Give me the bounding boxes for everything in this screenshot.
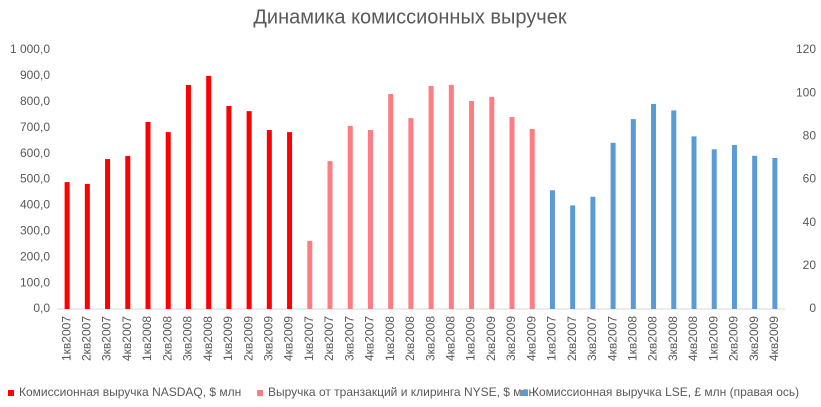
x-tick-label: 4кв2009 (282, 316, 296, 361)
x-tick-label: 1кв2009 (221, 316, 235, 361)
bar (347, 125, 353, 310)
y2-tick-label: 60 (803, 172, 817, 186)
legend-marker (8, 390, 14, 396)
bar (64, 182, 70, 309)
y2-tick-label: 120 (796, 42, 816, 56)
x-tick-label: 1кв2007 (59, 316, 73, 361)
bar (691, 136, 697, 309)
y-tick-label: 500,0 (20, 172, 50, 186)
bar (226, 105, 232, 309)
x-tick-label: 3кв2007 (100, 316, 114, 361)
bar (651, 103, 657, 309)
bar (570, 205, 576, 309)
x-tick-label: 4кв2007 (605, 316, 619, 361)
bar (448, 84, 454, 309)
y-tick-label: 800,0 (20, 94, 50, 108)
x-tick-label: 4кв2008 (444, 316, 458, 361)
bar (206, 75, 212, 310)
x-tick-label: 2кв2008 (160, 316, 174, 361)
x-tick-label: 1кв2007 (545, 316, 559, 361)
chart-title: Динамика комиссионных выручек (253, 6, 566, 28)
bar (772, 157, 778, 309)
bar (610, 142, 616, 309)
x-tick-label: 2кв2009 (727, 316, 741, 361)
x-tick-label: 4кв2007 (363, 316, 377, 361)
x-tick-label: 1кв2008 (140, 316, 154, 361)
legend-marker (521, 390, 527, 396)
bar (731, 144, 737, 309)
y-tick-label: 400,0 (20, 198, 50, 212)
bar (185, 84, 191, 309)
x-tick-label: 3кв2007 (342, 316, 356, 361)
legend-label: Комиссионная выручка LSE, £ млн (правая … (532, 385, 799, 399)
y-tick-label: 300,0 (20, 223, 50, 237)
y-tick-label: 100,0 (20, 275, 50, 289)
x-tick-label: 4кв2009 (767, 316, 781, 361)
bar (307, 240, 313, 309)
x-tick-label: 2кв2008 (403, 316, 417, 361)
bar (105, 159, 111, 309)
bar (428, 86, 434, 309)
x-tick-label: 3кв2009 (262, 316, 276, 361)
bar (266, 130, 272, 309)
x-tick-label: 1кв2009 (464, 316, 478, 361)
bar (590, 196, 596, 309)
bar (367, 130, 373, 309)
y-tick-label: 600,0 (20, 146, 50, 160)
x-tick-label: 3кв2009 (747, 316, 761, 361)
y2-tick-label: 40 (803, 215, 817, 229)
x-tick-label: 2кв2009 (241, 316, 255, 361)
x-tick-label: 3кв2008 (181, 316, 195, 361)
bar (630, 119, 636, 309)
bar (529, 128, 535, 309)
bar (327, 161, 333, 309)
y-tick-label: 200,0 (20, 249, 50, 263)
y2-tick-label: 100 (796, 85, 816, 99)
x-tick-label: 1кв2008 (383, 316, 397, 361)
bar (549, 190, 555, 309)
y2-tick-label: 80 (803, 129, 817, 143)
bar (246, 111, 252, 310)
bar (509, 117, 515, 310)
x-tick-label: 3кв2008 (666, 316, 680, 361)
x-tick-label: 3кв2009 (504, 316, 518, 361)
x-tick-label: 4кв2007 (120, 316, 134, 361)
y-tick-label: 0,0 (33, 301, 50, 315)
legend-label: Комиссионная выручка NASDAQ, $ млн (19, 385, 241, 399)
bar (489, 96, 495, 309)
x-tick-label: 1кв2008 (626, 316, 640, 361)
x-tick-label: 2кв2007 (80, 316, 94, 361)
x-tick-label: 4кв2008 (686, 316, 700, 361)
x-tick-label: 3кв2008 (423, 316, 437, 361)
bar (671, 110, 677, 309)
x-tick-label: 2кв2007 (565, 316, 579, 361)
y2-tick-label: 20 (803, 258, 817, 272)
bar (287, 132, 293, 309)
x-tick-label: 2кв2007 (322, 316, 336, 361)
bar (752, 155, 758, 309)
bar (125, 155, 131, 309)
x-tick-label: 2кв2009 (484, 316, 498, 361)
bar (711, 149, 717, 309)
bar (388, 94, 394, 309)
legend-marker (257, 390, 263, 396)
y-tick-label: 700,0 (20, 120, 50, 134)
bar (469, 101, 475, 309)
bar (408, 118, 414, 309)
y-tick-label: 1 000,0 (10, 42, 50, 56)
bar (84, 183, 90, 309)
x-tick-label: 1кв2009 (706, 316, 720, 361)
bar (165, 132, 171, 309)
legend-label: Выручка от транзакций и клиринга NYSE, $… (268, 385, 535, 399)
x-tick-label: 4кв2008 (201, 316, 215, 361)
x-tick-label: 2кв2008 (646, 316, 660, 361)
x-tick-label: 4кв2009 (524, 316, 538, 361)
y2-tick-label: 0 (809, 301, 816, 315)
y-tick-label: 900,0 (20, 68, 50, 82)
bar (145, 122, 151, 309)
x-tick-label: 3кв2007 (585, 316, 599, 361)
x-tick-label: 1кв2007 (302, 316, 316, 361)
